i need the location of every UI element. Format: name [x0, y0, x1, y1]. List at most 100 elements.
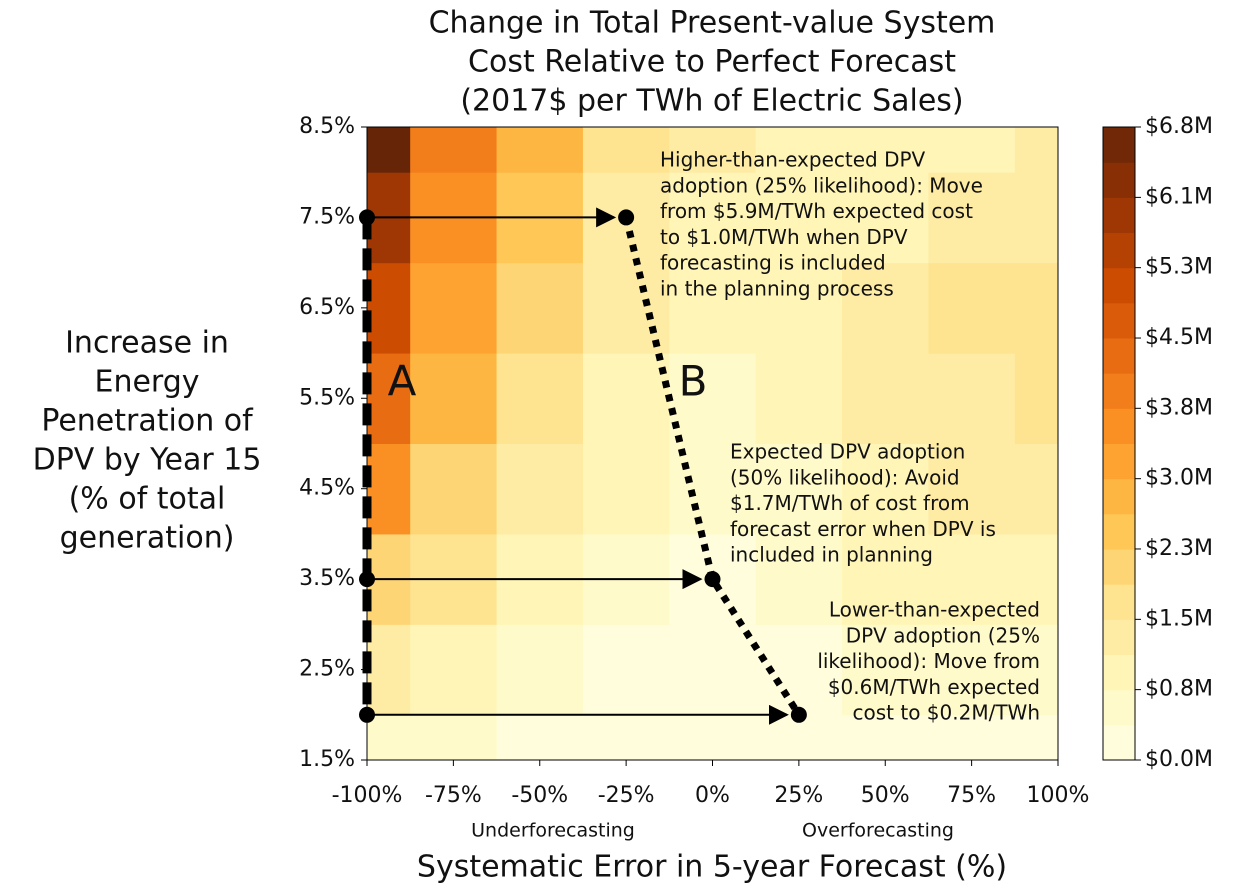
contour-cell: [928, 353, 1016, 444]
colorbar-band: [1103, 197, 1135, 233]
colorbar-band: [1103, 724, 1135, 761]
annotation: to $1.0M/TWh when DPV: [660, 225, 908, 249]
y-axis-label: Penetration of: [41, 404, 254, 439]
contour-cell: [1014, 172, 1058, 264]
colorbar-band: [1103, 338, 1135, 374]
contour-cell: [669, 172, 757, 264]
colorbar-band: [1103, 478, 1135, 515]
contour-cell: [367, 127, 411, 173]
contour-cell: [755, 533, 843, 625]
contour-cell: [928, 127, 1016, 173]
colorbar-band: [1103, 689, 1135, 726]
contour-cell: [842, 533, 929, 625]
contour-cell: [1014, 353, 1058, 444]
contour-cell: [496, 714, 584, 760]
colorbar-band: [1103, 513, 1135, 550]
annotation: forecast error when DPV is: [730, 517, 996, 541]
annotation: DPV adoption (25%: [846, 623, 1040, 647]
contour-cell: [582, 353, 670, 444]
colorbar-band: [1103, 619, 1135, 655]
y-tick-label: 2.5%: [299, 657, 355, 682]
contour-cell: [496, 443, 584, 535]
contour-cell: [367, 353, 411, 444]
y-tick-label: 5.5%: [299, 385, 355, 410]
contour-field: [367, 127, 1058, 760]
annotation: adoption (25% likelihood): Move: [660, 173, 983, 197]
annotation: cost to $0.2M/TWh: [853, 701, 1040, 725]
y-tick-label: 3.5%: [299, 566, 355, 591]
series-label: A: [388, 357, 417, 406]
contour-cell: [928, 714, 1016, 760]
colorbar-band: [1103, 232, 1135, 269]
colorbar-band: [1103, 584, 1135, 620]
series-line: [622, 216, 802, 717]
contour-cell: [582, 443, 670, 535]
colorbar-tick-label: $6.1M: [1145, 184, 1213, 209]
contour-cell: [842, 353, 929, 444]
contour-cell: [669, 443, 757, 535]
y-tick-label: 6.5%: [299, 295, 355, 320]
x-tick-label: 100%: [1027, 783, 1090, 808]
contour-cell: [367, 624, 411, 716]
annotation: $1.7M/TWh of cost from: [730, 491, 970, 515]
point: [790, 706, 807, 723]
contour-cell: [410, 127, 498, 173]
contour-cell: [1014, 533, 1058, 625]
contour-cell: [582, 714, 670, 760]
contour-cell: [669, 714, 757, 760]
contour-cell: [367, 443, 411, 535]
point: [704, 571, 721, 588]
y-axis-label: generation): [60, 521, 235, 556]
x-tick-label: -100%: [332, 783, 403, 808]
contour-cell: [582, 262, 670, 354]
colorbar-tick-label: $0.0M: [1145, 747, 1213, 772]
contour-cell: [496, 262, 584, 354]
colorbar-frame: [1102, 126, 1136, 761]
colorbar-band: [1103, 373, 1135, 409]
y-axis-label: (% of total: [69, 482, 226, 517]
contour-cell: [367, 714, 411, 760]
point: [359, 571, 375, 588]
contour-cell: [1014, 714, 1058, 760]
y-tick-label: 8.5%: [299, 114, 355, 139]
colorbar-band: [1103, 654, 1135, 691]
colorbar-band: [1103, 267, 1135, 304]
colorbar-band: [1103, 127, 1135, 163]
contour-cell: [842, 262, 929, 354]
annotation: (50% likelihood): Avoid: [730, 465, 960, 489]
chart-title: (2017$ per TWh of Electric Sales): [460, 84, 963, 119]
contour-cell: [928, 172, 1016, 264]
contour-cell: [367, 262, 411, 354]
contour-cell: [755, 127, 843, 173]
colorbar-tick-label: $5.3M: [1145, 255, 1213, 280]
y-tick-label: 7.5%: [299, 204, 355, 229]
point: [618, 209, 635, 226]
contour-cell: [755, 172, 843, 264]
x-annotation: Underforecasting: [471, 820, 635, 842]
colorbar-band: [1103, 549, 1135, 585]
annotation: included in planning: [730, 543, 933, 567]
x-tick-label: 75%: [947, 783, 996, 808]
contour-cell: [842, 127, 929, 173]
contour-cell: [410, 353, 498, 444]
contour-cell: [582, 624, 670, 716]
x-annotation: Overforecasting: [802, 820, 954, 842]
annotation: from $5.9M/TWh expected cost: [660, 199, 973, 223]
contour-cell: [410, 262, 498, 354]
colorbar-band: [1103, 302, 1135, 339]
annotation: forecasting is included: [660, 251, 886, 275]
contour-cell: [496, 127, 584, 173]
contour-cell: [496, 624, 584, 716]
contour-cell: [928, 624, 1016, 716]
colorbar-band: [1103, 162, 1135, 198]
contour-cell: [842, 443, 929, 535]
annotation: $0.6M/TWh expected: [828, 675, 1040, 699]
colorbar-tick-label: $0.8M: [1145, 677, 1213, 702]
chart-title: Cost Relative to Perfect Forecast: [468, 45, 956, 80]
contour-cell: [669, 127, 757, 173]
x-tick-label: -25%: [598, 783, 655, 808]
colorbar-band: [1103, 408, 1135, 444]
point: [359, 209, 375, 226]
colorbar-tick-label: $4.5M: [1145, 325, 1213, 350]
